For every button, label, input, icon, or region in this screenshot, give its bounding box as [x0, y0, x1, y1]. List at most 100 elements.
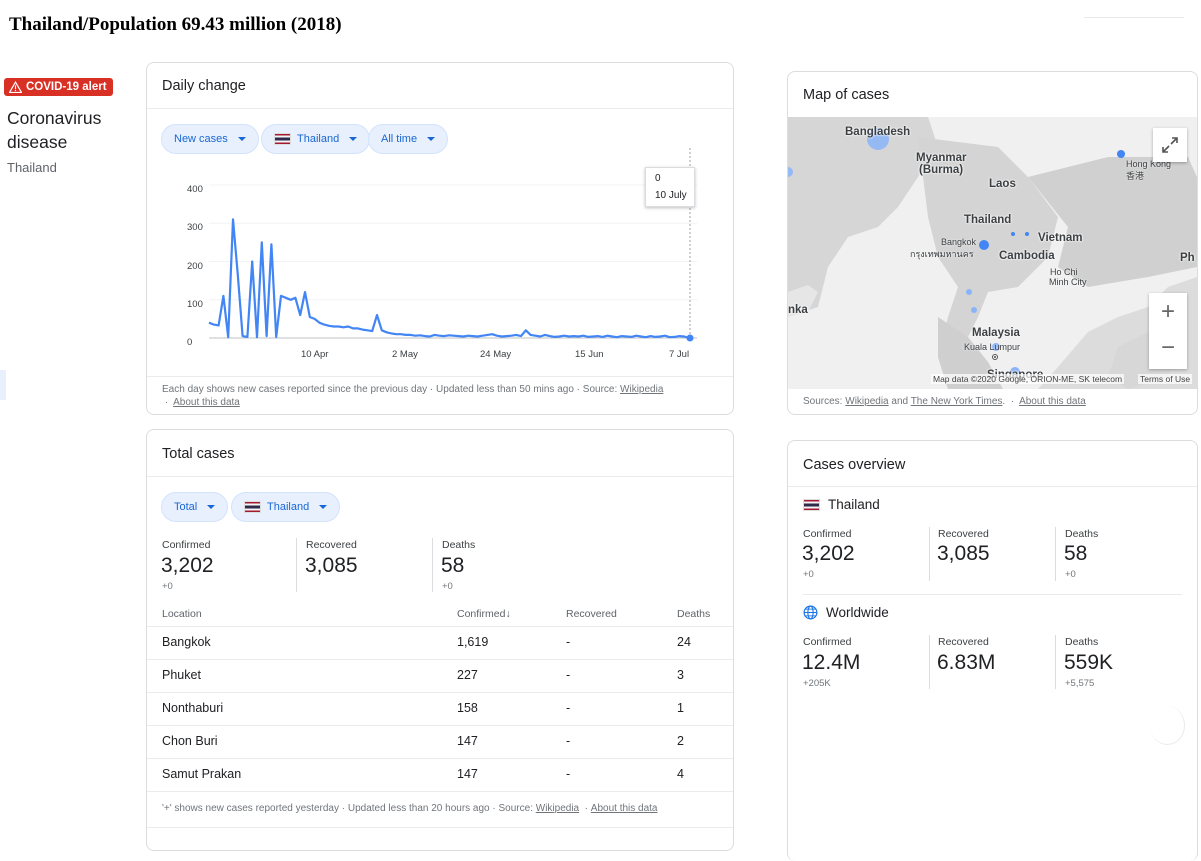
deaths-value: 559K — [1064, 651, 1114, 674]
overview-worldwide-header[interactable]: Worldwide — [803, 605, 889, 620]
x-tick-label: 2 May — [392, 349, 418, 360]
x-tick-label: 10 Apr — [301, 349, 329, 360]
wikipedia-link[interactable]: Wikipedia — [845, 396, 889, 407]
card-divider — [147, 108, 733, 109]
y-tick-label: 400 — [187, 184, 203, 195]
about-data-link[interactable]: About this data — [590, 803, 658, 814]
more-button[interactable] — [1150, 706, 1185, 745]
confirmed-cell: 147 — [457, 767, 478, 781]
confirmed-delta: +0 — [162, 581, 173, 592]
deaths-cell: 1 — [677, 701, 684, 715]
chevron-down-icon — [427, 137, 436, 141]
region-name: Worldwide — [826, 605, 889, 620]
time-range-dropdown[interactable]: All time — [368, 124, 449, 154]
region-name: Thailand — [828, 497, 880, 512]
deaths-label: Deaths — [442, 539, 476, 551]
covid-alert-badge[interactable]: COVID-19 alert — [4, 78, 113, 96]
daily-change-card: Daily change New cases Thailand All time… — [146, 62, 734, 415]
confirmed-value: 3,202 — [802, 542, 855, 565]
chip-label: All time — [381, 133, 418, 145]
footer-text: '+' shows new cases reported yesterday ·… — [162, 803, 533, 814]
map-label: Bangladesh — [845, 126, 911, 138]
map-attribution: Map data ©2020 Google, ORION-ME, SK tele… — [931, 374, 1125, 384]
chip-label: New cases — [174, 133, 228, 145]
total-footer: '+' shows new cases reported yesterday ·… — [162, 803, 658, 814]
recovered-cell: - — [566, 767, 571, 781]
confirmed-delta: +0 — [803, 569, 814, 580]
sources-prefix: Sources: — [803, 396, 843, 407]
nyt-link[interactable]: The New York Times — [910, 396, 1003, 407]
column-header-deaths[interactable]: Deaths — [677, 608, 711, 620]
column-header-recovered[interactable]: Recovered — [566, 608, 617, 620]
zoom-in-button[interactable]: + — [1160, 298, 1175, 325]
deaths-cell: 2 — [677, 734, 684, 748]
confirmed-cell: 158 — [457, 701, 478, 715]
about-data-link[interactable]: About this data — [173, 397, 240, 408]
recovered-cell: - — [566, 701, 571, 715]
thailand-flag-icon — [274, 133, 291, 145]
new-cases-dropdown[interactable]: New cases — [161, 124, 259, 154]
table-divider — [147, 827, 733, 828]
series-line — [208, 218, 690, 340]
deaths-label: Deaths — [1065, 528, 1099, 540]
confirmed-label: Confirmed — [803, 636, 852, 648]
map-title: Map of cases — [803, 87, 890, 103]
fullscreen-button[interactable] — [1153, 128, 1187, 162]
map-label: (Burma) — [919, 164, 964, 176]
stat-divider — [432, 538, 433, 592]
thailand-flag-icon — [803, 498, 820, 511]
confirmed-value: 3,202 — [161, 554, 214, 577]
map-label: Cambodia — [999, 250, 1055, 262]
confirmed-label: Confirmed — [162, 539, 211, 551]
map-terms-link[interactable]: Terms of Use — [1138, 374, 1193, 384]
tooltip-date: 10 July — [655, 190, 687, 201]
about-data-link[interactable]: About this data — [1019, 396, 1086, 407]
disease-title[interactable]: Coronavirus disease — [7, 108, 102, 152]
recovered-label: Recovered — [938, 636, 989, 648]
map-city-label: Hong Kong — [1126, 159, 1172, 169]
table-divider — [147, 659, 733, 660]
recovered-value: 3,085 — [937, 542, 990, 565]
column-header-confirmed[interactable]: Confirmed↓ — [457, 608, 511, 620]
location-cell: Phuket — [162, 668, 201, 682]
total-dropdown[interactable]: Total — [161, 492, 229, 522]
confirmed-label: Confirmed — [803, 528, 852, 540]
thailand-flag-icon — [244, 501, 261, 513]
table-divider — [147, 758, 733, 759]
recovered-label: Recovered — [306, 539, 357, 551]
daily-change-chart[interactable] — [208, 148, 709, 373]
map-label: Laos — [989, 178, 1016, 190]
total-cases-card: Total cases Total Thailand Confirmed 3,2… — [146, 429, 734, 851]
confirmed-cell: 1,619 — [457, 635, 489, 649]
stat-divider — [1055, 527, 1056, 581]
map-city-label: Kuala Lumpur — [964, 342, 1021, 352]
chip-label: Thailand — [297, 133, 340, 145]
map-label: Thailand — [964, 214, 1012, 226]
recovered-cell: - — [566, 635, 571, 649]
deaths-cell: 4 — [677, 767, 684, 781]
deaths-value: 58 — [1064, 542, 1088, 565]
table-divider — [147, 791, 733, 792]
recovered-cell: - — [566, 734, 571, 748]
zoom-out-button[interactable]: − — [1160, 334, 1175, 361]
total-cases-title: Total cases — [162, 446, 235, 462]
cases-map[interactable]: Bangladesh Myanmar (Burma) Laos Thailand… — [788, 117, 1197, 389]
sidebar-accent — [0, 370, 6, 400]
stat-divider — [929, 635, 930, 689]
warning-icon — [9, 81, 22, 93]
deaths-delta: +0 — [442, 581, 453, 592]
tooltip-value: 0 — [655, 173, 661, 184]
sort-arrow-icon: ↓ — [505, 608, 511, 620]
globe-icon — [803, 605, 818, 620]
recovered-label: Recovered — [938, 528, 989, 540]
wikipedia-link[interactable]: Wikipedia — [620, 384, 664, 395]
wikipedia-link[interactable]: Wikipedia — [535, 803, 580, 814]
overview-thailand-header[interactable]: Thailand — [803, 497, 880, 512]
daily-footer: Each day shows new cases reported since … — [162, 384, 664, 408]
column-header-location[interactable]: Location — [162, 608, 202, 620]
highlight-point — [686, 334, 694, 342]
recovered-value: 6.83M — [937, 651, 996, 674]
country-dropdown[interactable]: Thailand — [261, 124, 371, 154]
country-dropdown[interactable]: Thailand — [231, 492, 341, 522]
map-city-label: 香港 — [1126, 171, 1145, 181]
